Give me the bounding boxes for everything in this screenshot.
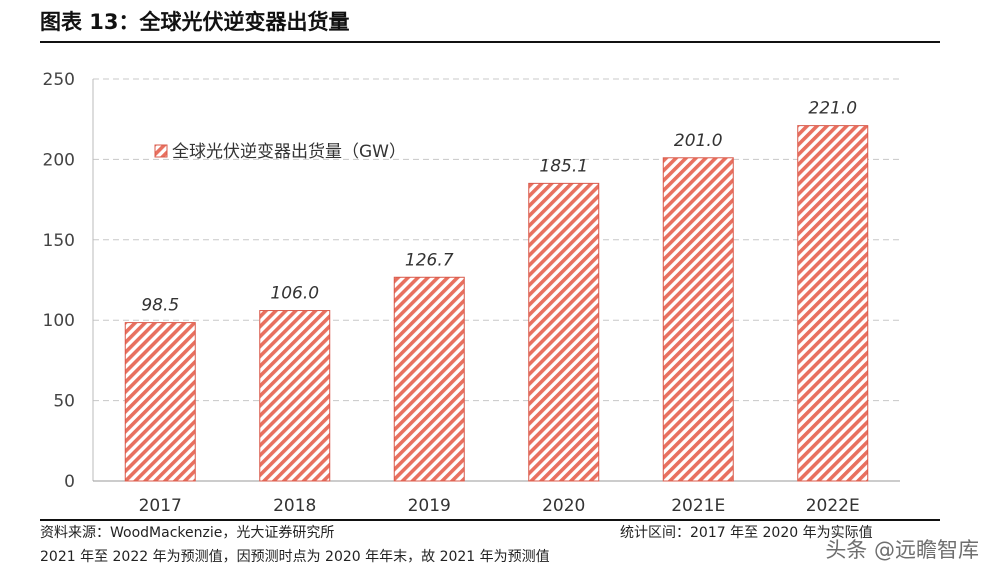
y-tick-label: 200	[43, 150, 75, 170]
x-tick-label: 2017	[139, 496, 182, 516]
x-tick-label: 2020	[542, 496, 585, 516]
figure-title: 图表 13：全球光伏逆变器出货量	[40, 10, 350, 34]
bar	[797, 125, 869, 482]
data-label: 98.5	[141, 296, 179, 316]
data-label: 126.7	[405, 250, 454, 270]
bar	[662, 157, 734, 482]
y-tick-label: 150	[43, 231, 75, 251]
x-tick-label: 2022E	[806, 496, 860, 516]
data-label: 185.1	[539, 156, 588, 176]
bar	[124, 322, 196, 482]
x-tick-label: 2018	[273, 496, 316, 516]
y-tick-label: 0	[64, 472, 75, 492]
forecast-note: 2021 年至 2022 年为预测值，因预测时点为 2020 年年末，故 202…	[40, 549, 550, 565]
title-rule	[40, 41, 940, 43]
x-tick-label: 2021E	[671, 496, 725, 516]
footer-rule	[40, 519, 940, 521]
range-note: 统计区间：2017 年至 2020 年为实际值	[620, 525, 873, 541]
bar	[528, 182, 600, 482]
bar	[259, 310, 331, 482]
legend-label: 全球光伏逆变器出货量（GW）	[172, 142, 406, 162]
watermark: 头条 @远瞻智库	[825, 538, 979, 562]
data-label: 201.0	[674, 131, 723, 151]
data-label: 106.0	[270, 284, 319, 304]
legend: 全球光伏逆变器出货量（GW）	[154, 142, 406, 162]
x-tick-label: 2019	[408, 496, 451, 516]
y-tick-label: 250	[43, 70, 75, 90]
source-note: 资料来源：WoodMackenzie，光大证券研究所	[40, 525, 335, 541]
data-label: 221.0	[808, 99, 857, 119]
y-tick-label: 50	[53, 392, 75, 412]
bar	[393, 276, 465, 482]
bar-chart: 0 50 100 150 200 250 98.5 2017 106.0 2018 126.7 20…	[43, 70, 900, 516]
legend-swatch	[154, 144, 168, 158]
y-tick-label: 100	[43, 311, 75, 331]
